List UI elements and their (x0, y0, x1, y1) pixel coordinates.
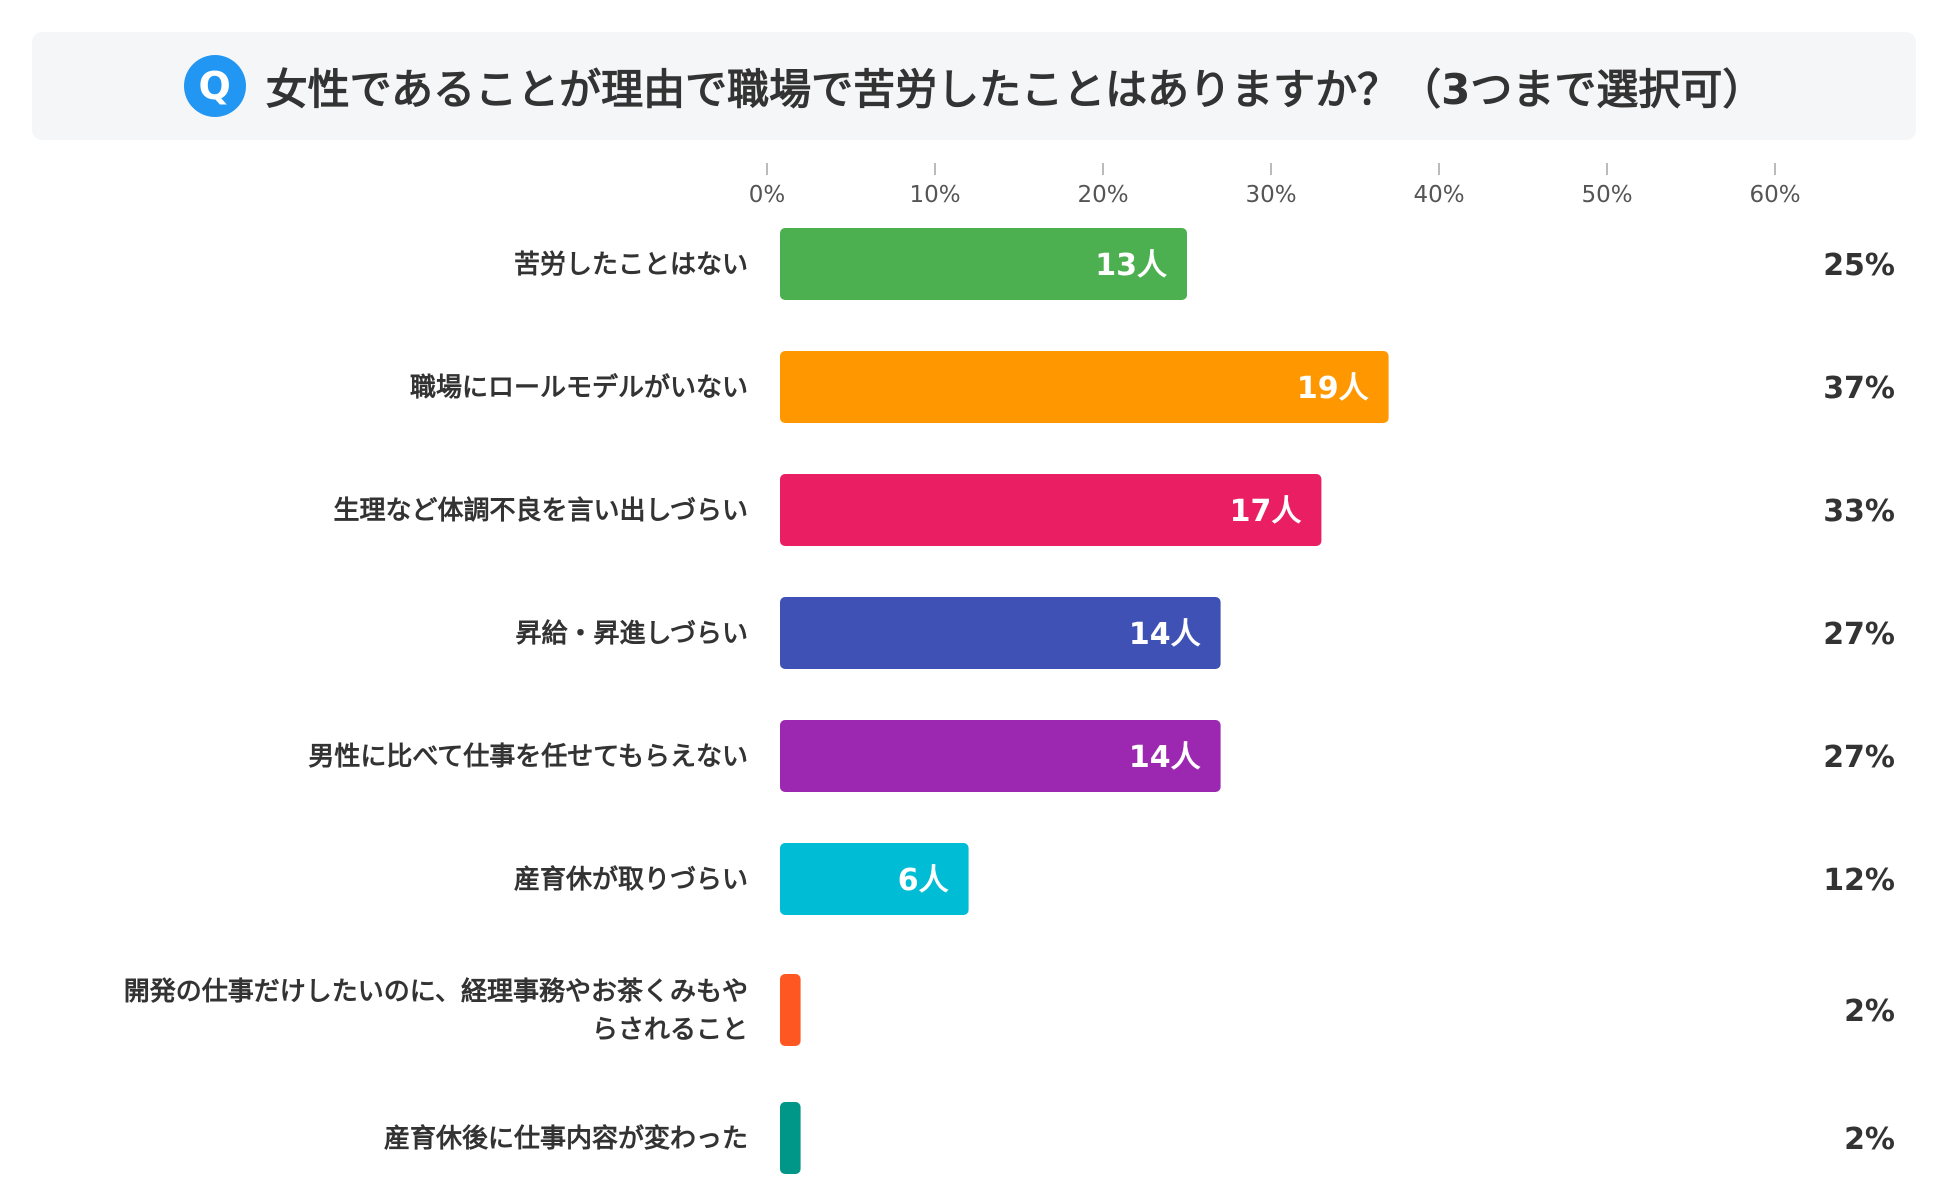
category-label: 開発の仕事だけしたいのに、経理事務やお茶くみもや (124, 976, 748, 1007)
axis-tick-label: 10% (909, 182, 960, 208)
bar-count-label: 19人 (1297, 371, 1369, 406)
percent-label: 33% (1823, 494, 1895, 529)
bar (780, 843, 969, 915)
category-label: 生理など体調不良を言い出しづらい (334, 495, 748, 526)
axis-tick-label: 20% (1077, 182, 1128, 208)
bar-count-label: 17人 (1230, 494, 1302, 529)
category-label: 産育休が取りづらい (514, 864, 748, 895)
category-label: 苦労したことはない (514, 250, 748, 280)
bar (780, 720, 1221, 792)
category-label: らされること (592, 1015, 748, 1045)
axis-tick-label: 40% (1413, 182, 1464, 208)
percent-label: 27% (1823, 617, 1895, 652)
question-badge-icon: Q (183, 55, 246, 117)
percent-label: 25% (1823, 248, 1895, 283)
percent-label: 37% (1823, 371, 1895, 406)
axis-tick-label: 50% (1581, 182, 1632, 208)
bar (780, 351, 1389, 423)
category-label: 産育休後に仕事内容が変わった (384, 1123, 748, 1154)
percent-label: 27% (1823, 740, 1895, 775)
bar-count-label: 14人 (1129, 617, 1201, 652)
question-header: Q 女性であることが理由で職場で苦労したことはありますか？（3つまで選択可） (32, 32, 1916, 140)
bar-count-label: 14人 (1129, 740, 1201, 775)
bar-count-label: 13人 (1095, 248, 1167, 283)
percent-label: 2% (1844, 994, 1895, 1029)
axis-tick-label: 0% (749, 182, 786, 208)
bar (780, 974, 801, 1046)
bar (780, 597, 1221, 669)
percent-label: 12% (1823, 863, 1895, 898)
bar (780, 474, 1322, 546)
bar (780, 1102, 801, 1174)
percent-label: 2% (1844, 1122, 1895, 1157)
axis-tick-label: 60% (1749, 182, 1800, 208)
category-label: 昇給・昇進しづらい (516, 618, 748, 649)
category-label: 職場にロールモデルがいない (410, 372, 748, 403)
question-title: 女性であることが理由で職場で苦労したことはありますか？（3つまで選択可） (265, 64, 1765, 114)
category-label: 男性に比べて仕事を任せてもらえない (308, 742, 748, 772)
axis-tick-label: 30% (1245, 182, 1296, 208)
bar-count-label: 6人 (898, 863, 949, 898)
bar (780, 228, 1187, 300)
